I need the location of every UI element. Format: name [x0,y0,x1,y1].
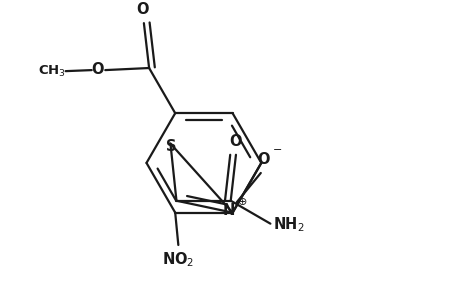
Text: S: S [166,139,176,154]
Text: N: N [222,203,234,218]
Text: −: − [272,145,281,155]
Text: O: O [229,134,242,149]
Text: CH$_3$: CH$_3$ [38,64,66,79]
Text: ⊕: ⊕ [238,197,247,207]
Text: O: O [136,2,149,17]
Text: O: O [257,152,269,167]
Text: NO$_2$: NO$_2$ [162,250,194,269]
Text: NH$_2$: NH$_2$ [273,215,304,234]
Text: O: O [91,61,104,76]
